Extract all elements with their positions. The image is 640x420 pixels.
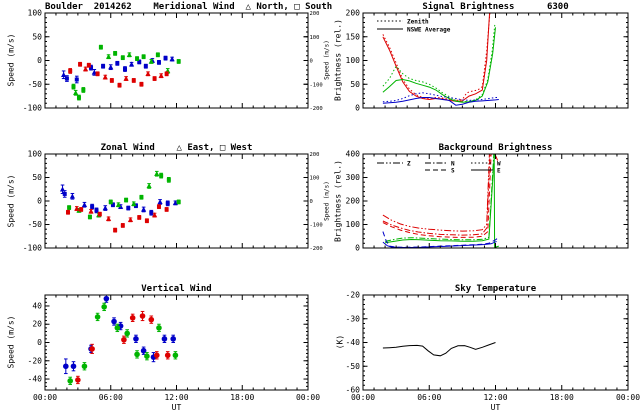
y-tick-label: -50	[346, 362, 361, 371]
x-tick-label: 06:00	[99, 393, 123, 402]
legend-label: S	[451, 167, 455, 174]
signal-blue-zenith	[382, 92, 499, 103]
y-tick-label: 150	[346, 32, 361, 41]
signal-blue-average	[382, 97, 499, 106]
right-y-tick-label: -100	[310, 223, 323, 229]
x-tick-label: 12:00	[164, 393, 188, 402]
panel-0: 100 50 0 -50 -100 200 100 0 -100 -200	[23, 9, 323, 113]
meridional-red	[68, 61, 169, 88]
background-red-s	[382, 154, 492, 238]
x-tick-label: 18:00	[230, 393, 254, 402]
y-tick-label: 100	[346, 56, 361, 65]
y-tick-label: 0	[37, 56, 42, 65]
x-tick-label: 00:00	[351, 393, 375, 402]
y-tick-label: -30	[346, 314, 361, 323]
right-y-tick-label: 0	[310, 59, 313, 65]
legend-label: W	[497, 160, 501, 167]
y-tick-label: -50	[28, 220, 43, 229]
meridional-blue	[61, 55, 175, 84]
y-tick-label: 50	[32, 32, 42, 41]
y-tick-label: 20	[32, 320, 42, 329]
right-y-tick-label: -200	[310, 246, 323, 252]
panel-4-series	[63, 295, 179, 386]
y-tick-label: 40	[32, 301, 42, 310]
y-tick-label: 0	[355, 104, 360, 113]
meridional-green	[71, 44, 181, 101]
y-tick-label: -40	[28, 375, 43, 384]
right-y-tick-label: 0	[310, 199, 313, 205]
x-tick-label: 12:00	[483, 393, 507, 402]
y-tick-label: -20	[28, 356, 43, 365]
background-blue-e	[382, 240, 497, 248]
y-tick-label: 0	[37, 197, 42, 206]
y-tick-label: 300	[346, 173, 361, 182]
legend-label: Z	[407, 160, 411, 167]
x-tick-label: 18:00	[550, 393, 574, 402]
y-tick-label: -40	[346, 338, 361, 347]
panel-0-series	[61, 44, 181, 101]
background-red-n	[382, 154, 491, 236]
y-tick-label: -60	[346, 386, 361, 395]
panel-3: 400 300 200 100 0 Z NS WE	[346, 150, 629, 253]
y-tick-label: -20	[346, 291, 361, 300]
right-y-tick-label: -100	[310, 82, 323, 88]
right-y-tick-label: -200	[310, 106, 323, 112]
right-y-tick-label: 200	[310, 152, 320, 158]
y-tick-label: 200	[346, 9, 361, 18]
panel-1-series	[382, 13, 499, 106]
y-tick-label: 400	[346, 150, 361, 159]
legend-label: E	[497, 167, 501, 174]
zonal-blue	[59, 184, 179, 216]
background-green-z	[384, 154, 495, 242]
sky-temperature	[382, 342, 496, 357]
signal-green-zenith	[382, 23, 496, 103]
panel-5-series	[382, 342, 496, 357]
right-y-tick-label: 100	[310, 35, 320, 41]
panel-3-series	[382, 154, 500, 248]
y-tick-label: -100	[23, 244, 42, 253]
panel-4: 40 20 0 -20 -40 00:00 06:00 12:00 18:00 00:00	[28, 294, 320, 402]
vertical-red	[75, 310, 171, 385]
panel-3-legend: Z NS WE	[377, 160, 501, 174]
legend-label: N	[451, 160, 455, 167]
y-tick-label: 0	[37, 338, 42, 347]
background-green-e	[385, 154, 495, 244]
zonal-red	[66, 204, 169, 233]
signal-green-average	[382, 27, 496, 103]
legend-label: NSWE Average	[407, 26, 451, 33]
x-tick-label: 00:00	[296, 393, 320, 402]
x-tick-label: 00:00	[33, 393, 57, 402]
y-tick-label: 100	[28, 150, 43, 159]
y-tick-label: 50	[350, 80, 360, 89]
y-tick-label: 200	[346, 197, 361, 206]
right-y-tick-label: 100	[310, 176, 320, 182]
signal-red-zenith	[382, 13, 491, 101]
y-tick-label: -50	[28, 80, 43, 89]
legend-label: Zenith	[407, 18, 429, 25]
panel-2: 100 50 0 -50 -100 200 100 0 -100 -200	[23, 150, 323, 253]
panel-2-series	[59, 170, 181, 233]
x-tick-label: 06:00	[417, 393, 441, 402]
y-tick-label: -100	[23, 104, 42, 113]
right-y-tick-label: 200	[310, 11, 320, 17]
x-tick-label: 00:00	[616, 393, 640, 402]
y-tick-label: 0	[355, 244, 360, 253]
y-tick-label: 50	[32, 173, 42, 182]
vertical-green	[67, 302, 179, 386]
signal-red-average	[382, 13, 491, 102]
background-red-z	[382, 154, 490, 232]
y-tick-label: 100	[346, 220, 361, 229]
zonal-green	[67, 170, 181, 220]
vertical-blue	[63, 295, 177, 375]
y-tick-label: 100	[28, 9, 43, 18]
